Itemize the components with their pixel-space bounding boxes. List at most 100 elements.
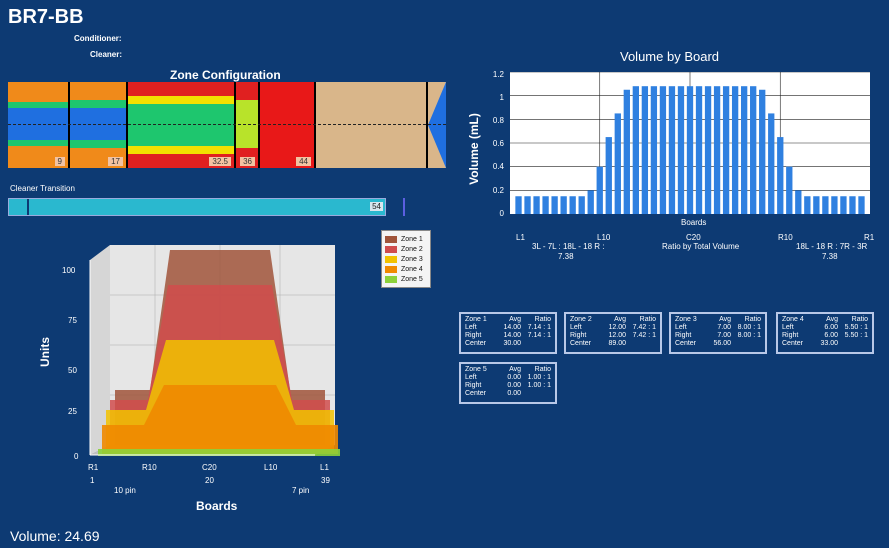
zone-seg-label: 9 bbox=[54, 157, 65, 166]
right-ratio-label: 18L - 18 R : 7R - 3R bbox=[796, 242, 868, 251]
cleaner-transition-slider[interactable]: 54 bbox=[8, 198, 386, 216]
volume-bar bbox=[822, 196, 829, 214]
volume-yaxis-label: Volume (mL) bbox=[466, 113, 481, 185]
units-xtick: R10 bbox=[142, 463, 157, 472]
center-ratio-label: Ratio by Total Volume bbox=[662, 242, 740, 251]
volume-xtick: C20 bbox=[686, 233, 701, 242]
volume-bar bbox=[686, 86, 694, 214]
volume-bar bbox=[623, 89, 630, 214]
pin-right-label: 7 pin bbox=[292, 486, 310, 495]
units-xtick: C20 bbox=[202, 463, 217, 472]
volume-bar bbox=[587, 190, 594, 214]
units-3d-chart bbox=[89, 245, 340, 456]
volume-bar bbox=[813, 196, 820, 214]
zone-seg-5: 44 bbox=[260, 82, 314, 168]
volume-bar bbox=[777, 137, 784, 214]
volume-ytick: 1.2 bbox=[492, 70, 504, 79]
zone-stat-box-3: Zone 3 Avg Ratio Left 7.00 8.00 : 1 Right 7.0… bbox=[669, 312, 767, 354]
volume-bar bbox=[569, 196, 576, 214]
volume-xaxis-label: Boards bbox=[681, 218, 707, 227]
transition-end-marker bbox=[403, 198, 405, 216]
units-legend: Zone 1 Zone 2 Zone 3 Zone 4 Zone 5 bbox=[381, 230, 431, 288]
chart-left-wall bbox=[90, 245, 110, 455]
zone-stat-box-2: Zone 2 Avg Ratio Left 12.00 7.42 : 1 Right 12… bbox=[564, 312, 662, 354]
units-ytick: 50 bbox=[68, 366, 77, 375]
zone-seg-label: 36 bbox=[240, 157, 255, 166]
slider-handle[interactable] bbox=[27, 199, 29, 215]
left-ratio-label: 3L - 7L : 18L - 18 R : bbox=[532, 242, 605, 251]
zone-seg-2: 17 bbox=[70, 82, 126, 168]
volume-bar bbox=[578, 196, 585, 214]
volume-bar bbox=[831, 196, 838, 214]
volume-bar bbox=[632, 86, 640, 214]
zone-config-panel: 9 17 32.5 36 44 bbox=[8, 82, 446, 168]
legend-item: Zone 2 bbox=[385, 244, 427, 254]
units-xtick: L1 bbox=[320, 463, 329, 472]
zone-config-title: Zone Configuration bbox=[170, 68, 281, 82]
units-xtick: L10 bbox=[264, 463, 278, 472]
conditioner-label: Conditioner: bbox=[74, 34, 122, 43]
page-title: BR7-BB bbox=[8, 6, 84, 28]
volume-bar bbox=[650, 86, 658, 214]
volume-bar bbox=[731, 86, 739, 214]
volume-bar bbox=[750, 86, 757, 214]
volume-ytick: 0.8 bbox=[492, 116, 504, 125]
volume-bar bbox=[677, 86, 685, 214]
volume-bar bbox=[713, 86, 721, 214]
zone-stat-box-4: Zone 4 Avg Ratio Left 6.00 5.50 : 1 Right 6.0… bbox=[776, 312, 874, 354]
units-xnum: 1 bbox=[90, 476, 95, 485]
units-axis-label: Units bbox=[38, 337, 52, 367]
volume-bar bbox=[515, 196, 522, 214]
volume-bar bbox=[596, 166, 603, 214]
volume-bar bbox=[740, 86, 748, 214]
series-zone-5 bbox=[98, 449, 340, 456]
units-xnum: 20 bbox=[205, 476, 214, 485]
volume-bar bbox=[858, 196, 865, 214]
cleaner-transition-value: 54 bbox=[370, 202, 383, 211]
zone-stat-box-5: Zone 5 Avg Ratio Left 0.00 1.00 : 1 Right 0.0… bbox=[459, 362, 557, 404]
zone-seg-label: 44 bbox=[296, 157, 311, 166]
zone-seg-end bbox=[428, 82, 446, 168]
volume-readout: Volume: 24.69 bbox=[10, 528, 100, 544]
legend-item: Zone 3 bbox=[385, 254, 427, 264]
cleaner-transition-label: Cleaner Transition bbox=[10, 184, 75, 193]
volume-ytick: 0.4 bbox=[492, 162, 504, 171]
units-xaxis-label: Boards bbox=[196, 499, 238, 513]
volume-ytick: 1 bbox=[499, 93, 504, 102]
volume-bar bbox=[722, 86, 730, 214]
units-ytick: 0 bbox=[74, 452, 79, 461]
volume-bar bbox=[542, 196, 549, 214]
volume-bar bbox=[840, 196, 847, 214]
volume-bar bbox=[759, 89, 766, 214]
cleaner-label: Cleaner: bbox=[90, 50, 123, 59]
zone-seg-tan bbox=[316, 82, 426, 168]
volume-xtick: L1 bbox=[516, 233, 525, 242]
volume-bar bbox=[560, 196, 567, 214]
volume-ytick: 0.6 bbox=[492, 139, 504, 148]
volume-bar bbox=[614, 113, 621, 214]
units-ytick: 75 bbox=[68, 316, 77, 325]
wedge-icon bbox=[428, 82, 446, 168]
volume-bar bbox=[786, 166, 793, 214]
volume-bar bbox=[795, 190, 802, 214]
volume-bar bbox=[668, 86, 676, 214]
pin-left-label: 10 pin bbox=[114, 486, 136, 495]
volume-chart-title: Volume by Board bbox=[620, 49, 720, 64]
right-ratio-value: 7.38 bbox=[822, 252, 838, 261]
volume-bar-chart bbox=[510, 72, 870, 214]
zone-seg-4: 36 bbox=[236, 82, 258, 168]
zone-seg-label: 32.5 bbox=[209, 157, 231, 166]
volume-xtick: R10 bbox=[778, 233, 793, 242]
units-ytick: 25 bbox=[68, 407, 77, 416]
volume-bar bbox=[659, 86, 667, 214]
volume-bar bbox=[551, 196, 558, 214]
legend-item: Zone 4 bbox=[385, 264, 427, 274]
legend-item: Zone 1 bbox=[385, 234, 427, 244]
volume-bar bbox=[768, 113, 775, 214]
left-ratio-value: 7.38 bbox=[558, 252, 574, 261]
zone-seg-label: 17 bbox=[108, 157, 123, 166]
units-ytick: 100 bbox=[62, 266, 76, 275]
volume-bar bbox=[695, 86, 703, 214]
units-xtick: R1 bbox=[88, 463, 99, 472]
volume-bar bbox=[704, 86, 712, 214]
